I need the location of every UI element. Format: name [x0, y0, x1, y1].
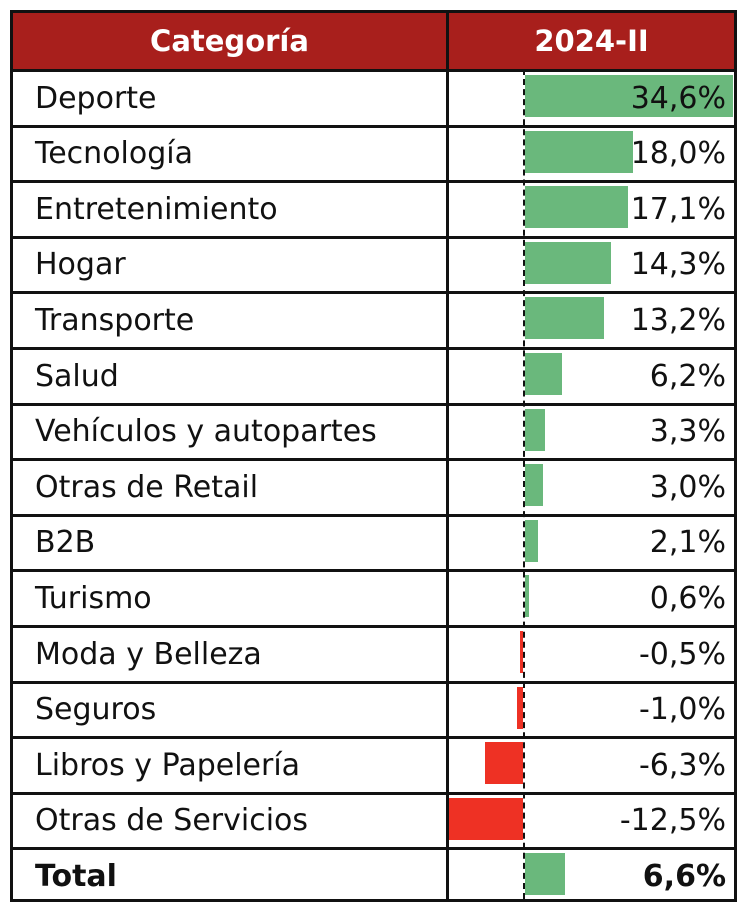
table-row: Otras de Servicios -12,5% — [13, 795, 734, 851]
category-label: Tecnología — [35, 136, 193, 172]
table-row: Total 6,6% — [13, 850, 734, 906]
value-label: 34,6% — [630, 80, 726, 116]
value-label: 0,6% — [649, 580, 726, 616]
category-label: Seguros — [35, 692, 157, 728]
category-label: Otras de Retail — [35, 469, 259, 505]
category-label: Otras de Servicios — [35, 803, 309, 839]
value-label: 17,1% — [630, 191, 726, 227]
value-bar — [525, 75, 733, 117]
category-label: Libros y Papelería — [35, 747, 301, 783]
table-row: Tecnología 18,0% — [13, 128, 734, 184]
value-label: -1,0% — [638, 692, 726, 728]
value-label: 2,1% — [649, 525, 726, 561]
value-label: -0,5% — [638, 636, 726, 672]
value-label: 6,2% — [649, 358, 726, 394]
header-period: 2024-II — [534, 24, 649, 58]
value-bar — [519, 631, 523, 673]
table-row: Salud 6,2% — [13, 350, 734, 406]
category-label: Turismo — [35, 580, 152, 616]
value-bar — [525, 241, 611, 284]
table-row: Turismo 0,6% — [13, 572, 734, 628]
category-label: Vehículos y autopartes — [35, 414, 377, 450]
table-row: Hogar 14,3% — [13, 239, 734, 295]
category-label: Deporte — [35, 80, 157, 116]
column-divider — [446, 13, 449, 899]
category-label: Moda y Belleza — [35, 636, 262, 672]
category-label: Total — [35, 858, 117, 894]
table-row: Vehículos y autopartes 3,3% — [13, 406, 734, 462]
table-row: Transporte 13,2% — [13, 294, 734, 350]
table-header: Categoría 2024-II — [13, 13, 734, 72]
value-label: 13,2% — [630, 302, 726, 338]
value-label: 3,0% — [649, 469, 726, 505]
value-bar — [525, 130, 634, 173]
table-row: Deporte 34,6% — [13, 72, 734, 128]
value-label: 14,3% — [630, 247, 726, 283]
value-bar — [525, 519, 538, 562]
value-label: -12,5% — [619, 803, 726, 839]
zero-axis-line — [523, 69, 525, 899]
value-bar — [525, 575, 529, 618]
value-bar — [525, 853, 565, 896]
value-bar — [525, 297, 605, 340]
value-bar — [447, 797, 523, 840]
value-bar — [485, 742, 523, 785]
category-label: Entretenimiento — [35, 191, 278, 227]
table-row: Moda y Belleza -0,5% — [13, 628, 734, 684]
value-label: 18,0% — [630, 136, 726, 172]
category-label: B2B — [35, 525, 96, 561]
value-bar — [525, 464, 544, 507]
value-bar — [516, 686, 523, 729]
value-label: 3,3% — [649, 414, 726, 450]
category-label: Hogar — [35, 247, 126, 283]
table-row: Otras de Retail 3,0% — [13, 461, 734, 517]
value-label: 6,6% — [642, 858, 726, 894]
data-table: Categoría 2024-II Deporte 34,6% Tecnología… — [10, 10, 737, 902]
value-bar — [525, 353, 563, 395]
table-row: B2B 2,1% — [13, 517, 734, 573]
value-label: -6,3% — [638, 747, 726, 783]
table-row: Entretenimiento 17,1% — [13, 183, 734, 239]
category-label: Transporte — [35, 302, 195, 338]
value-bar — [525, 186, 628, 229]
category-label: Salud — [35, 358, 119, 394]
table-row: Seguros -1,0% — [13, 684, 734, 740]
table-row: Libros y Papelería -6,3% — [13, 739, 734, 795]
value-bar — [525, 408, 545, 451]
header-category: Categoría — [150, 24, 309, 58]
